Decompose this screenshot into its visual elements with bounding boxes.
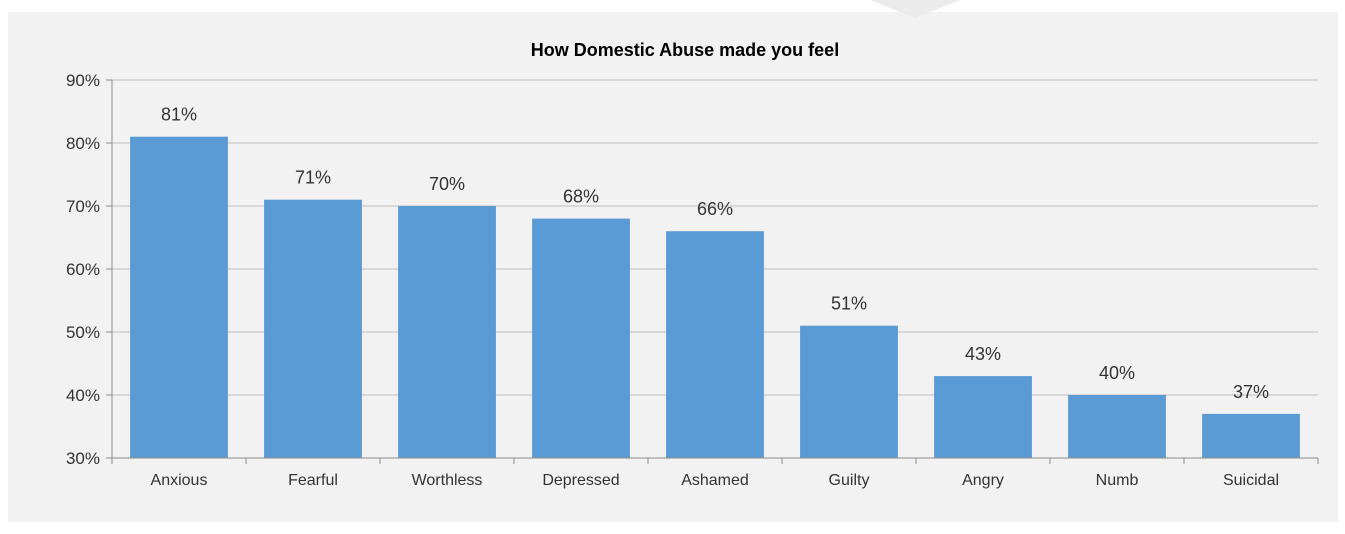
data-label: 71% bbox=[295, 168, 331, 188]
data-label: 66% bbox=[697, 199, 733, 219]
x-tick-label: Ashamed bbox=[681, 472, 749, 489]
bar-fearful bbox=[264, 199, 362, 458]
bar-angry bbox=[934, 376, 1032, 458]
x-tick-label: Suicidal bbox=[1223, 472, 1279, 489]
bar-guilty bbox=[800, 325, 898, 458]
bar-depressed bbox=[532, 218, 630, 458]
x-tick-label: Angry bbox=[962, 472, 1004, 489]
x-tick-label: Anxious bbox=[151, 472, 208, 489]
x-tick-label: Guilty bbox=[829, 472, 870, 489]
y-tick-label: 70% bbox=[66, 197, 100, 216]
y-tick-label: 60% bbox=[66, 260, 100, 279]
y-tick-label: 80% bbox=[66, 134, 100, 153]
x-tick-label: Numb bbox=[1096, 472, 1139, 489]
bar-anxious bbox=[130, 136, 228, 458]
bar-worthless bbox=[398, 206, 496, 458]
y-tick-label: 30% bbox=[66, 449, 100, 468]
data-label: 81% bbox=[161, 105, 197, 125]
y-tick-label: 50% bbox=[66, 323, 100, 342]
bar-ashamed bbox=[666, 231, 764, 458]
y-tick-label: 40% bbox=[66, 386, 100, 405]
bar-chart: How Domestic Abuse made you feel 30% 40% 5… bbox=[66, 40, 1319, 489]
data-label: 37% bbox=[1233, 382, 1269, 402]
chart-title: How Domestic Abuse made you feel bbox=[531, 40, 839, 60]
data-label: 51% bbox=[831, 294, 867, 314]
page-corner-triangle bbox=[870, 0, 960, 18]
bar-numb bbox=[1068, 395, 1166, 458]
x-tick-label: Worthless bbox=[412, 472, 483, 489]
data-label: 68% bbox=[563, 187, 599, 207]
x-tick-label: Depressed bbox=[542, 472, 619, 489]
data-label: 43% bbox=[965, 344, 1001, 364]
bar-suicidal bbox=[1202, 413, 1300, 458]
data-label: 40% bbox=[1099, 363, 1135, 383]
chart-panel: How Domestic Abuse made you feel 30% 40% 5… bbox=[8, 12, 1338, 522]
x-tick-label: Fearful bbox=[288, 472, 338, 489]
y-tick-label: 90% bbox=[66, 71, 100, 90]
data-label: 70% bbox=[429, 174, 465, 194]
